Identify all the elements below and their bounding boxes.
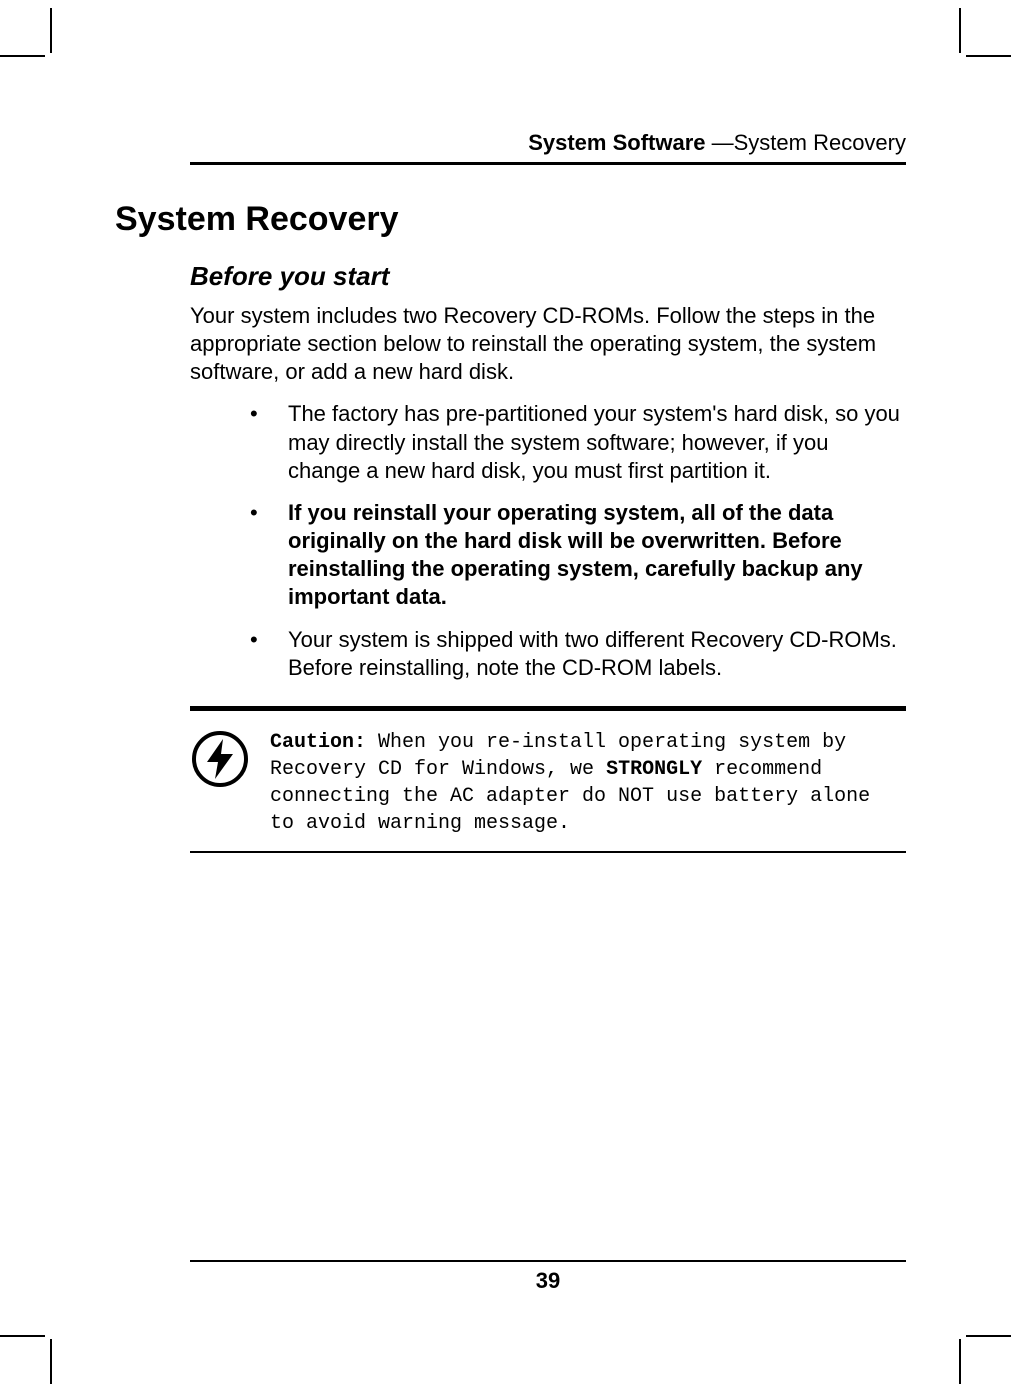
list-item-text: Your system is shipped with two differen… [288,627,897,680]
page-title: System Recovery [115,200,906,239]
caution-block: Caution: When you re-install operating s… [190,706,906,853]
caution-rule-bottom [190,851,906,853]
list-item: If you reinstall your operating system, … [250,499,906,612]
page-number: 39 [190,1268,906,1294]
caution-label: Caution: [270,731,366,754]
bullet-list: The factory has pre-partitioned your sys… [250,400,906,681]
section-heading: Before you start [190,261,906,292]
caution-rule-top [190,706,906,711]
lightning-icon [190,729,250,794]
list-item: Your system is shipped with two differen… [250,626,906,682]
intro-paragraph: Your system includes two Recovery CD-ROM… [190,302,906,386]
header-bold: System Software [528,130,705,155]
footer-rule [190,1260,906,1262]
list-item: The factory has pre-partitioned your sys… [250,400,906,484]
page-footer: 39 [190,1260,906,1294]
list-item-text: The factory has pre-partitioned your sys… [288,401,900,482]
list-item-text: If you reinstall your operating system, … [288,500,863,609]
caution-text: Caution: When you re-install operating s… [270,729,906,837]
running-header: System Software —System Recovery [190,130,906,165]
header-rest: —System Recovery [706,130,907,155]
caution-strong: STRONGLY [606,758,702,781]
header-rule [190,162,906,165]
